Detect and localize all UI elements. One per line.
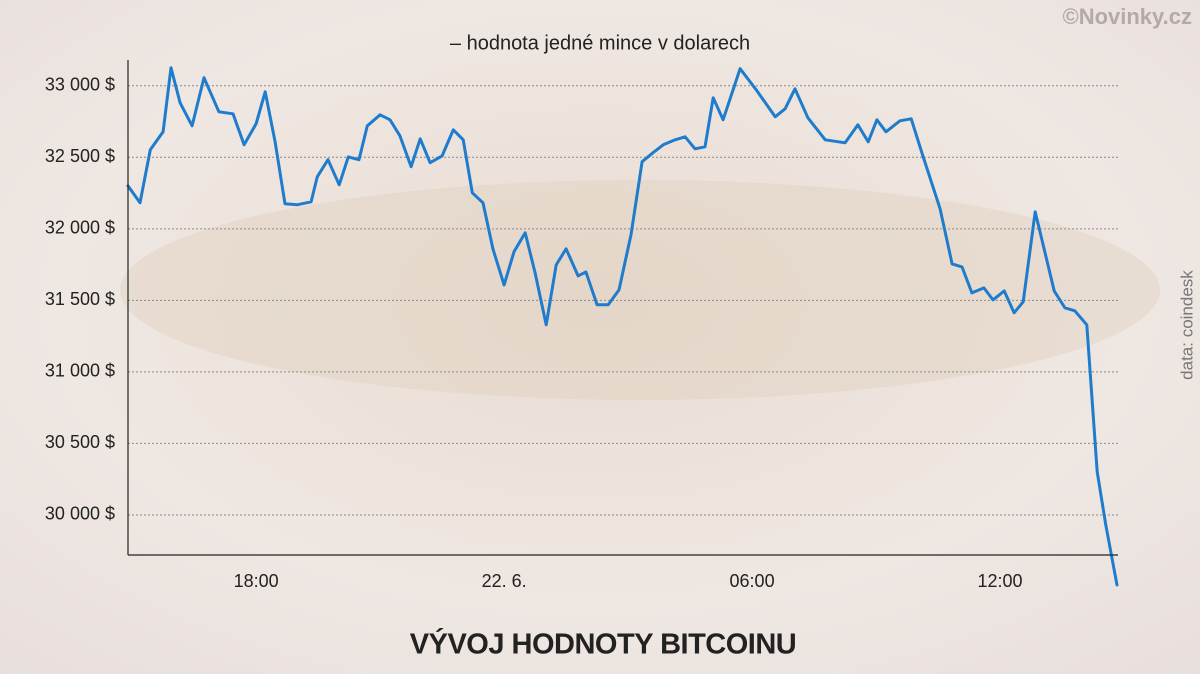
x-tick-label: 22. 6. — [482, 571, 527, 591]
coin-decoration — [120, 180, 1160, 400]
plot — [126, 66, 1119, 587]
y-tick-label: 30 500 $ — [45, 432, 115, 452]
y-tick-label: 31 000 $ — [45, 361, 115, 381]
source: data: coindesk — [1177, 270, 1196, 380]
y-tick-label: 32 000 $ — [45, 218, 115, 238]
y-tick-label: 31 500 $ — [45, 289, 115, 309]
grid — [128, 85, 1118, 516]
chart-subtitle: – hodnota jedné mince v dolarech — [450, 32, 750, 54]
credit: ©Novinky.cz — [1062, 4, 1192, 29]
x-tick-label: 12:00 — [978, 571, 1023, 591]
chart-title: VÝVOJ HODNOTY BITCOINU — [410, 627, 796, 661]
x-tick-label: 06:00 — [730, 571, 775, 591]
y-tick-label: 32 500 $ — [45, 146, 115, 166]
y-tick-label: 33 000 $ — [45, 75, 115, 95]
y-tick-label: 30 000 $ — [45, 504, 115, 524]
x-tick-label: 18:00 — [234, 571, 279, 591]
price-line — [126, 66, 1119, 587]
